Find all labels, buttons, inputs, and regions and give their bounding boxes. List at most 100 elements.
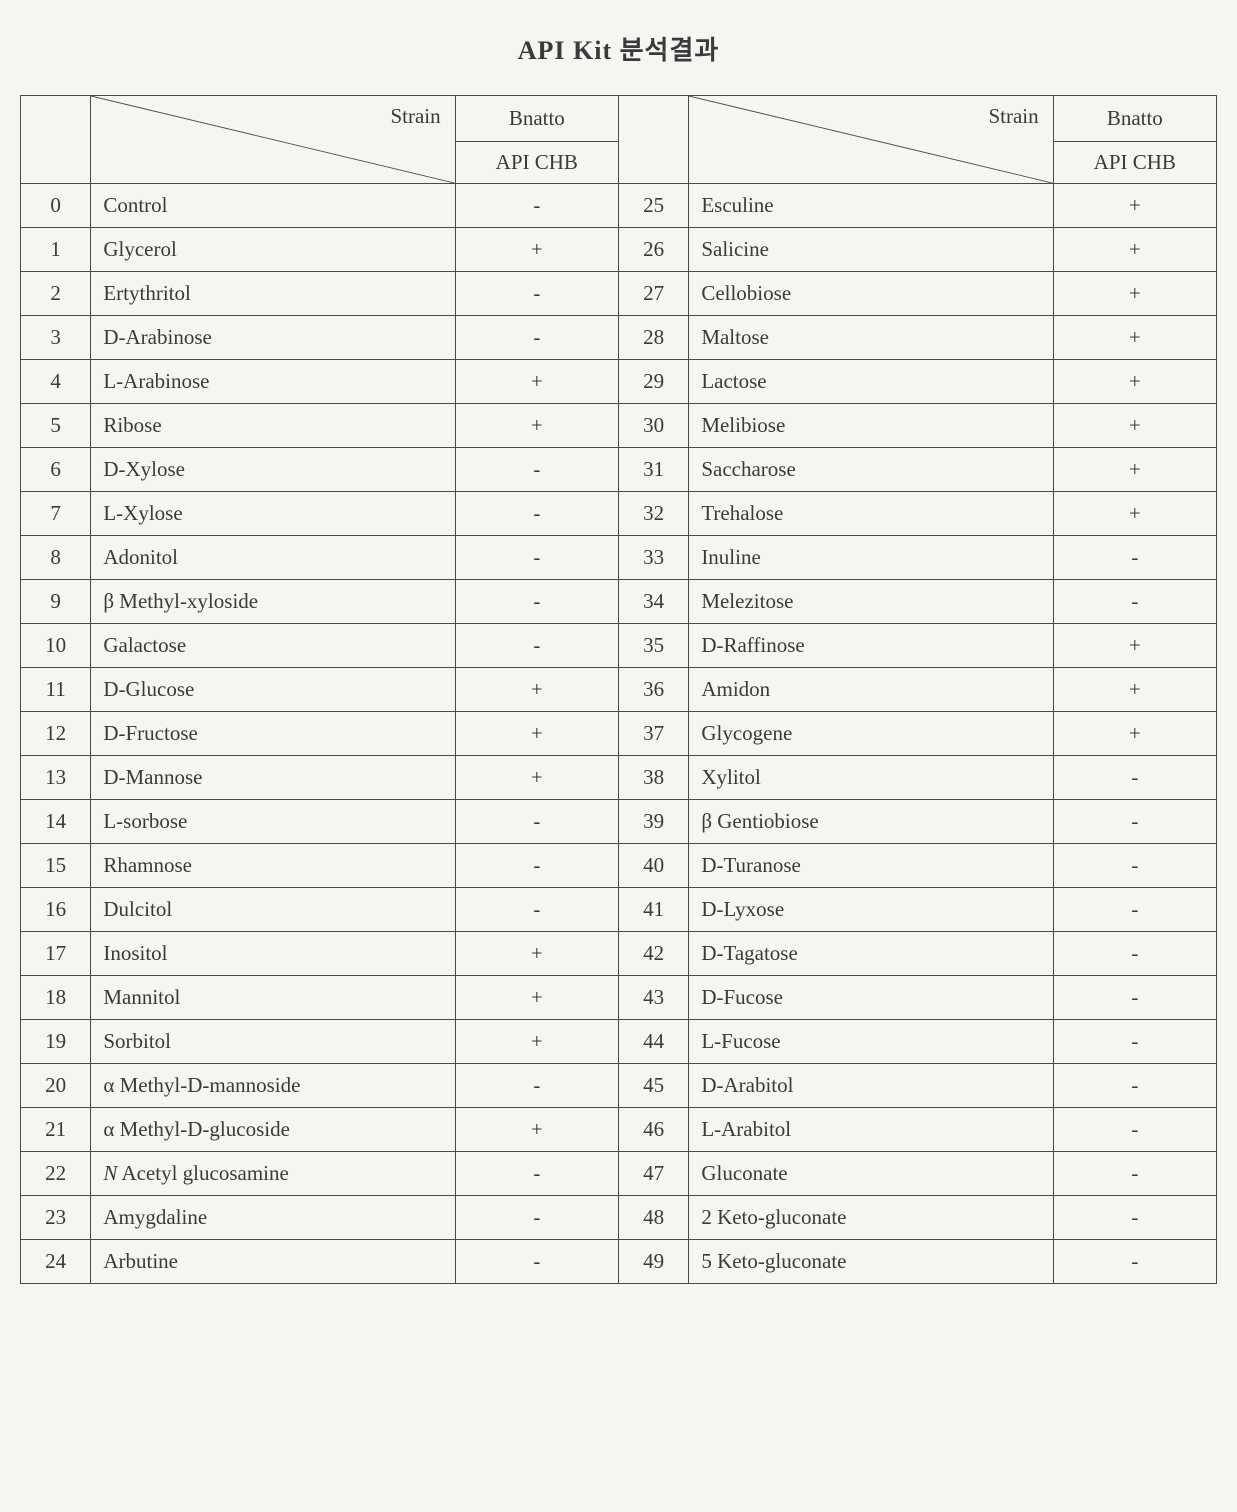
row-number: 25 bbox=[618, 184, 688, 228]
result-value: - bbox=[455, 844, 618, 888]
result-value: - bbox=[1053, 1020, 1216, 1064]
substrate-name: D-Fucose bbox=[689, 976, 1053, 1020]
row-number: 0 bbox=[21, 184, 91, 228]
row-number: 13 bbox=[21, 756, 91, 800]
result-value: + bbox=[455, 668, 618, 712]
row-number: 48 bbox=[618, 1196, 688, 1240]
table-row: 24Arbutine-495 Keto-gluconate- bbox=[21, 1240, 1217, 1284]
page-title: API Kit 분석결과 bbox=[20, 30, 1217, 67]
table-row: 10Galactose-35D-Raffinose+ bbox=[21, 624, 1217, 668]
substrate-name: β Methyl-xyloside bbox=[91, 580, 455, 624]
substrate-name: Sorbitol bbox=[91, 1020, 455, 1064]
result-value: + bbox=[455, 932, 618, 976]
substrate-name: L-Arabinose bbox=[91, 360, 455, 404]
substrate-name: 5 Keto-gluconate bbox=[689, 1240, 1053, 1284]
substrate-name: Trehalose bbox=[689, 492, 1053, 536]
result-value: + bbox=[455, 1108, 618, 1152]
table-row: 16Dulcitol-41D-Lyxose- bbox=[21, 888, 1217, 932]
row-number: 34 bbox=[618, 580, 688, 624]
table-row: 18Mannitol+43D-Fucose- bbox=[21, 976, 1217, 1020]
row-number: 6 bbox=[21, 448, 91, 492]
substrate-name: Esculine bbox=[689, 184, 1053, 228]
table-row: 4L-Arabinose+29Lactose+ bbox=[21, 360, 1217, 404]
substrate-name: Inuline bbox=[689, 536, 1053, 580]
hdr-blank-left bbox=[21, 96, 91, 184]
substrate-name: D-Mannose bbox=[91, 756, 455, 800]
row-number: 27 bbox=[618, 272, 688, 316]
substrate-name: Ertythritol bbox=[91, 272, 455, 316]
result-value: + bbox=[455, 756, 618, 800]
substrate-name: D-Fructose bbox=[91, 712, 455, 756]
substrate-name: Amidon bbox=[689, 668, 1053, 712]
hdr-blank-right bbox=[618, 96, 688, 184]
row-number: 1 bbox=[21, 228, 91, 272]
result-value: - bbox=[1053, 888, 1216, 932]
row-number: 22 bbox=[21, 1152, 91, 1196]
substrate-name: D-Tagatose bbox=[689, 932, 1053, 976]
substrate-name: Glycogene bbox=[689, 712, 1053, 756]
substrate-name: 2 Keto-gluconate bbox=[689, 1196, 1053, 1240]
result-value: + bbox=[1053, 668, 1216, 712]
result-value: - bbox=[455, 800, 618, 844]
substrate-name: Melezitose bbox=[689, 580, 1053, 624]
result-value: + bbox=[455, 360, 618, 404]
result-value: - bbox=[1053, 976, 1216, 1020]
row-number: 12 bbox=[21, 712, 91, 756]
row-number: 49 bbox=[618, 1240, 688, 1284]
result-value: - bbox=[455, 536, 618, 580]
row-number: 9 bbox=[21, 580, 91, 624]
row-number: 41 bbox=[618, 888, 688, 932]
substrate-name: β Gentiobiose bbox=[689, 800, 1053, 844]
result-value: - bbox=[1053, 580, 1216, 624]
table-row: 6D-Xylose-31Saccharose+ bbox=[21, 448, 1217, 492]
hdr-bnatto-right: Bnatto bbox=[1053, 96, 1216, 142]
result-value: + bbox=[1053, 404, 1216, 448]
row-number: 18 bbox=[21, 976, 91, 1020]
table-row: 7L-Xylose-32Trehalose+ bbox=[21, 492, 1217, 536]
result-value: + bbox=[1053, 448, 1216, 492]
result-value: + bbox=[1053, 316, 1216, 360]
row-number: 21 bbox=[21, 1108, 91, 1152]
table-row: 0Control-25Esculine+ bbox=[21, 184, 1217, 228]
substrate-name: D-Arabitol bbox=[689, 1064, 1053, 1108]
substrate-name: Control bbox=[91, 184, 455, 228]
row-number: 38 bbox=[618, 756, 688, 800]
row-number: 7 bbox=[21, 492, 91, 536]
result-value: - bbox=[1053, 756, 1216, 800]
substrate-name: D-Turanose bbox=[689, 844, 1053, 888]
result-value: + bbox=[455, 976, 618, 1020]
table-row: 5Ribose+30Melibiose+ bbox=[21, 404, 1217, 448]
strain-label: Strain bbox=[390, 104, 440, 129]
row-number: 45 bbox=[618, 1064, 688, 1108]
substrate-name: L-sorbose bbox=[91, 800, 455, 844]
table-row: 12D-Fructose+37Glycogene+ bbox=[21, 712, 1217, 756]
row-number: 42 bbox=[618, 932, 688, 976]
substrate-name: α Methyl-D-mannoside bbox=[91, 1064, 455, 1108]
substrate-name: Maltose bbox=[689, 316, 1053, 360]
row-number: 37 bbox=[618, 712, 688, 756]
substrate-name: Mannitol bbox=[91, 976, 455, 1020]
result-value: - bbox=[455, 184, 618, 228]
row-number: 29 bbox=[618, 360, 688, 404]
row-number: 2 bbox=[21, 272, 91, 316]
table-row: 9β Methyl-xyloside-34Melezitose- bbox=[21, 580, 1217, 624]
table-row: 19Sorbitol+44L-Fucose- bbox=[21, 1020, 1217, 1064]
substrate-name: Saccharose bbox=[689, 448, 1053, 492]
result-value: - bbox=[455, 1152, 618, 1196]
hdr-strain-right: Strain bbox=[689, 96, 1053, 184]
strain-label: Strain bbox=[988, 104, 1038, 129]
row-number: 30 bbox=[618, 404, 688, 448]
substrate-name: N Acetyl glucosamine bbox=[91, 1152, 455, 1196]
result-value: - bbox=[455, 492, 618, 536]
substrate-name: Dulcitol bbox=[91, 888, 455, 932]
row-number: 40 bbox=[618, 844, 688, 888]
result-value: + bbox=[1053, 360, 1216, 404]
result-value: + bbox=[1053, 624, 1216, 668]
substrate-name: L-Fucose bbox=[689, 1020, 1053, 1064]
row-number: 14 bbox=[21, 800, 91, 844]
row-number: 31 bbox=[618, 448, 688, 492]
table-row: 14L-sorbose-39β Gentiobiose- bbox=[21, 800, 1217, 844]
table-row: 15Rhamnose-40D-Turanose- bbox=[21, 844, 1217, 888]
row-number: 28 bbox=[618, 316, 688, 360]
substrate-name: D-Glucose bbox=[91, 668, 455, 712]
